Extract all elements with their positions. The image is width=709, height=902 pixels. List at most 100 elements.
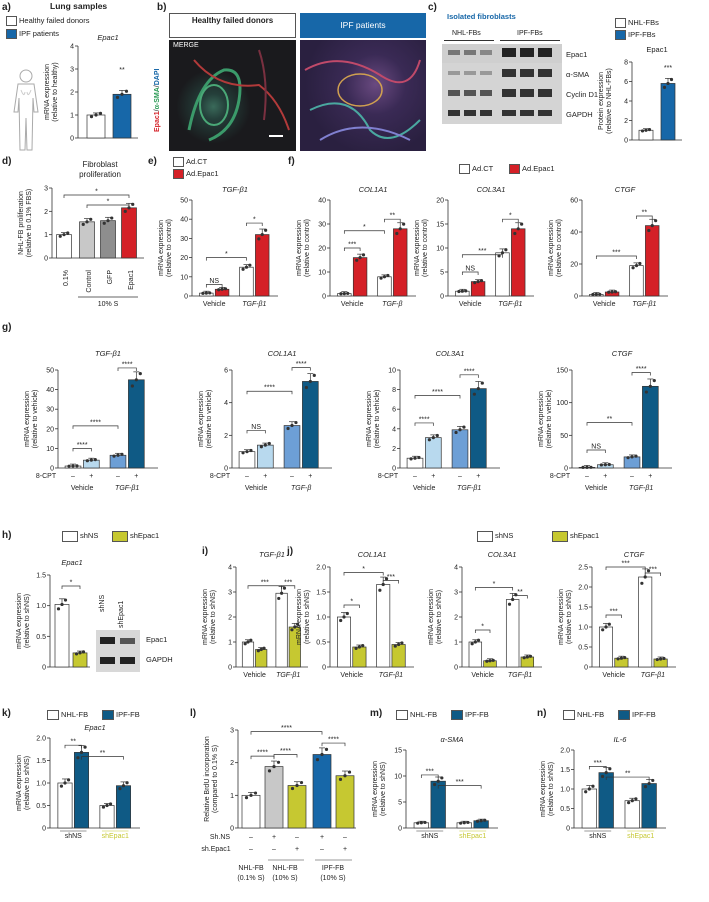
j1-xlabel-0: Vehicle xyxy=(340,672,363,679)
f3-bar-0-point xyxy=(591,292,595,297)
k-ytick: 0 xyxy=(42,826,46,833)
j1-xlabel-1: TGF-β1 xyxy=(379,672,403,679)
l-group-label: IPF-FB xyxy=(322,865,344,872)
g4-ytick: 0 xyxy=(564,466,568,473)
legend-swatch-adct-e xyxy=(173,157,184,167)
j2-xlabel-1: TGF-β1 xyxy=(508,672,532,679)
n-ytick: 0 xyxy=(566,826,570,833)
l-sig-2: **** xyxy=(328,737,339,744)
l-bar-3-point xyxy=(324,747,329,751)
l-row1-sign: – xyxy=(295,834,299,841)
j3-sig-0: *** xyxy=(610,609,618,616)
f3-ylabel2: (relative to control) xyxy=(556,219,563,277)
a-bar-ipf xyxy=(112,93,132,139)
j2-bar-2-point xyxy=(511,597,515,602)
l-bar-2 xyxy=(287,785,307,829)
i-ytick: 2 xyxy=(228,615,232,622)
l-row-shepac1: sh.Epac1 xyxy=(201,846,230,853)
j3-ytick: 2.0 xyxy=(578,585,588,592)
e-bar-1-point xyxy=(223,287,228,291)
g2-cpt-label: 8-CPT xyxy=(210,473,231,480)
m-bar-0-point xyxy=(416,821,420,825)
d-bar-0 xyxy=(56,234,72,259)
j3-bar-0-point xyxy=(601,628,605,632)
f2-bar-0-point xyxy=(464,289,468,293)
f2-gene-title: COL3A1 xyxy=(477,185,506,194)
m-bar-0-point xyxy=(423,820,427,825)
legend-swatch-nhl-k xyxy=(47,710,59,720)
m-sig-0: *** xyxy=(426,768,434,775)
g3-bar-0-point xyxy=(409,457,413,461)
g2-sig-2: **** xyxy=(296,361,307,368)
i-gene-title: TGF-β1 xyxy=(259,550,285,559)
g3-sign: + xyxy=(431,473,435,480)
legend-swatch-ipf-fbs xyxy=(615,30,626,40)
g3-ytick: 6 xyxy=(392,407,396,414)
j2-bar-3-point xyxy=(528,654,533,658)
j3-ytick: 1.5 xyxy=(578,605,588,612)
g4-sig-2: **** xyxy=(636,366,647,373)
legend-label-nhl-k: NHL-FB xyxy=(61,710,89,719)
n-ytick: 2.0 xyxy=(560,748,570,755)
g4-ytick: 150 xyxy=(556,368,568,375)
a-bar-ipf-point xyxy=(120,92,124,96)
f3-bar-3-point xyxy=(647,228,651,233)
i-bar-2-point xyxy=(277,596,281,601)
c-bar-nhl-point xyxy=(647,127,652,132)
j2-bar-2-point xyxy=(507,602,512,606)
h-ytick: 1.5 xyxy=(36,573,46,580)
i-bar-1-point xyxy=(256,649,260,653)
j2-ytick: 4 xyxy=(454,565,458,572)
f3-bar-2-point xyxy=(638,261,642,266)
panel-label-n: n) xyxy=(537,708,547,719)
i-bar-3-point xyxy=(296,622,300,626)
g2-bar-0-point xyxy=(249,448,253,453)
i-bar-0-point xyxy=(243,642,247,646)
g2-xlabel-1: TGF-β xyxy=(291,485,311,492)
f1-bar-1-point xyxy=(355,258,359,262)
e-bar-3-point xyxy=(257,237,261,241)
j2-bar-3-point xyxy=(525,655,529,659)
g1-ytick: 40 xyxy=(46,387,54,394)
k-bar-2 xyxy=(99,805,115,829)
g1-bar-0-point xyxy=(75,464,79,468)
f2-ytick: 15 xyxy=(436,222,444,229)
g3-ytick: 10 xyxy=(388,368,396,375)
k-xlabel-1: shEpac1 xyxy=(102,833,129,840)
h-ytick: 1.0 xyxy=(36,603,46,610)
header-ipf-patients: IPF patients xyxy=(300,13,426,38)
j1-bar-3-point xyxy=(400,641,404,645)
c-chart-title: Epac1 xyxy=(646,45,667,54)
j3-ylabel2: (relative to shNS) xyxy=(566,590,573,644)
g2-bar-1-point xyxy=(259,445,263,449)
blot-label-asma: α-SMA xyxy=(566,70,590,79)
f2-bar-0-point xyxy=(460,289,464,293)
g4-sig-1: ** xyxy=(607,416,613,423)
human-body-icon xyxy=(13,69,39,151)
l-bar-4-point xyxy=(347,770,352,774)
m-bar-0-point xyxy=(419,821,423,825)
g3-sig-0: **** xyxy=(419,416,430,423)
legend-label-ipf-m: IPF-FB xyxy=(465,710,489,719)
e-gene-title: TGF-β1 xyxy=(222,185,248,194)
header-healthy-donors: Healthy failed donors xyxy=(169,13,296,38)
h-bar-shns-point xyxy=(56,607,61,611)
i-ytick: 0 xyxy=(228,665,232,672)
d-bar-1 xyxy=(79,221,95,259)
panel-label-i: i) xyxy=(202,546,209,557)
j3-bar-3-point xyxy=(662,656,666,661)
f2-sig-0: NS xyxy=(465,266,475,273)
g3-sign: – xyxy=(458,473,462,480)
a-bar-healthy-point xyxy=(89,115,94,119)
c-ylabel: Protein expression xyxy=(598,72,605,130)
h-ylabel2: (relative to shNS) xyxy=(24,594,31,648)
j1-sig-1: * xyxy=(362,566,365,573)
g4-bar-1-point xyxy=(607,462,611,467)
i-xlabel-1: TGF-β1 xyxy=(276,672,300,679)
f3-gene-title: CTGF xyxy=(615,185,636,194)
c-bar-ipf xyxy=(660,83,676,141)
g3-bar-3-point xyxy=(476,387,480,391)
j1-sig-2: *** xyxy=(387,574,395,581)
i-bar-1 xyxy=(255,649,268,668)
n-xlabel-0: shNS xyxy=(589,833,606,840)
